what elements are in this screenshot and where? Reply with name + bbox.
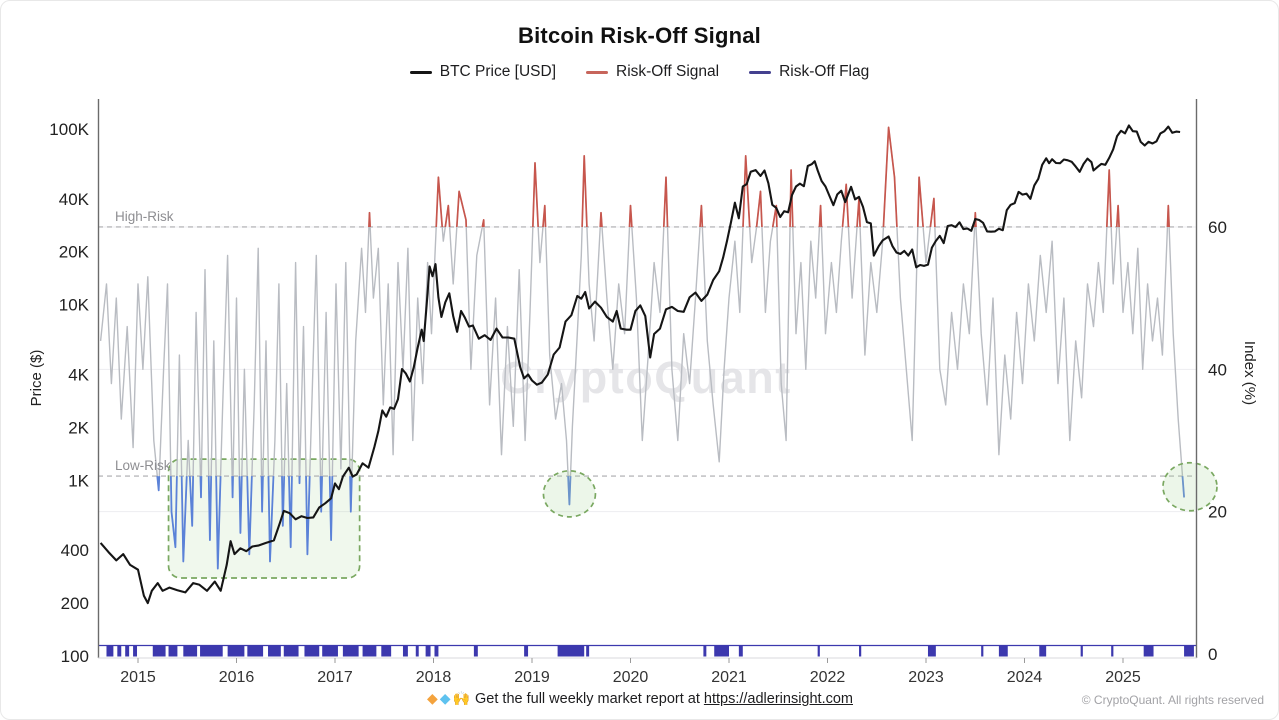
risk-off-flag-mark — [117, 646, 122, 657]
risk-off-flag-mark — [247, 646, 264, 657]
price-tick-label: 100 — [61, 647, 89, 666]
price-tick-label: 200 — [61, 594, 89, 613]
high-risk-label: High-Risk — [115, 209, 174, 224]
risk-off-flag-mark — [524, 646, 529, 657]
risk-off-flag-mark — [304, 646, 320, 657]
legend-swatch-risk-off-flag — [749, 70, 772, 74]
risk-off-flag-mark — [200, 646, 223, 657]
price-tick-label: 10K — [59, 296, 90, 315]
year-tick-label: 2018 — [416, 669, 452, 686]
risk-off-flag-mark — [227, 646, 245, 657]
legend-label: BTC Price [USD] — [439, 63, 556, 80]
risk-off-flag-mark — [133, 646, 138, 657]
legend-swatch-risk-off-signal — [586, 70, 608, 74]
index-tick-label: 0 — [1208, 645, 1217, 664]
year-tick-label: 2021 — [711, 669, 747, 686]
year-tick-label: 2020 — [613, 669, 649, 686]
risk-off-flag-mark — [183, 646, 198, 657]
price-tick-label: 40K — [59, 190, 90, 209]
risk-off-flag-mark — [557, 646, 585, 657]
price-tick-label: 4K — [68, 366, 89, 385]
risk-off-signal-high-segments — [368, 126, 1170, 227]
risk-off-flag-mark — [125, 646, 130, 657]
price-tick-label: 1K — [68, 471, 89, 490]
index-tick-label: 40 — [1208, 360, 1227, 379]
risk-off-flag-mark — [322, 646, 338, 657]
price-tick-label: 20K — [59, 243, 90, 262]
risk-off-flag-mark — [434, 646, 439, 657]
large-orange-diamond-emoji: ◆ — [426, 690, 438, 706]
risk-off-flag-mark — [1039, 646, 1047, 657]
report-link[interactable]: https://adlerinsight.com — [703, 691, 853, 707]
legend-label: Risk-Off Flag — [779, 63, 870, 80]
year-tick-label: 2025 — [1105, 669, 1141, 686]
risk-off-flag-mark — [381, 646, 392, 657]
price-tick-label: 2K — [68, 418, 89, 437]
legend-label: Risk-Off Signal — [616, 63, 720, 80]
risk-off-flag-mark — [817, 646, 820, 657]
footer-text: Get the full weekly market report at — [475, 691, 700, 707]
legend-item-risk-off-flag: Risk-Off Flag — [749, 63, 869, 81]
price-tick-label: 100K — [49, 120, 89, 139]
risk-off-flag-mark — [738, 646, 743, 657]
year-tick-label: 2023 — [908, 669, 944, 686]
legend: BTC Price [USD] Risk-Off Signal Risk-Off F… — [1, 63, 1278, 81]
year-tick-label: 2019 — [514, 669, 550, 686]
low-risk-label: Low-Risk — [115, 458, 171, 473]
low-risk-highlight-ellipse — [542, 470, 597, 518]
year-tick-label: 2016 — [219, 669, 255, 686]
btc-price-line — [99, 124, 1181, 605]
risk-off-flag-mark — [981, 646, 984, 657]
risk-off-flag-mark — [1111, 646, 1114, 657]
risk-off-flag-mark — [703, 646, 707, 657]
risk-off-flag-mark — [1143, 646, 1154, 657]
risk-off-flag-mark — [586, 646, 590, 657]
risk-off-flag-mark — [283, 646, 299, 657]
risk-off-flag-mark — [927, 646, 936, 657]
risk-off-flag-mark — [342, 646, 359, 657]
year-tick-label: 2017 — [317, 669, 353, 686]
risk-off-flag-mark — [152, 646, 166, 657]
legend-item-btc-price: BTC Price [USD] — [409, 63, 556, 81]
copyright-text: © CryptoQuant. All rights reserved — [1081, 693, 1264, 707]
legend-swatch-btc-price — [409, 70, 432, 74]
index-axis-title: Index (%) — [1241, 341, 1258, 405]
price-tick-label: 400 — [61, 541, 89, 560]
year-tick-label: 2022 — [810, 669, 846, 686]
risk-off-flag-mark — [714, 646, 729, 657]
page-title: Bitcoin Risk-Off Signal — [518, 23, 761, 48]
risk-off-flag-mark — [362, 646, 377, 657]
risk-off-flag-mark — [859, 646, 862, 657]
risk-off-flag-mark — [168, 646, 178, 657]
year-tick-label: 2015 — [120, 669, 156, 686]
index-tick-label: 60 — [1208, 218, 1227, 237]
price-axis-title: Price ($) — [28, 350, 45, 407]
risk-off-flag-mark — [1080, 646, 1083, 657]
risk-off-flag-mark — [402, 646, 408, 657]
risk-off-flag-mark — [473, 646, 478, 657]
risk-off-flag-mark — [268, 646, 281, 657]
gem-stone-emoji: ◆ — [439, 690, 451, 706]
risk-off-flag-mark — [106, 646, 114, 657]
risk-off-flag-mark — [415, 646, 419, 657]
risk-off-flag-mark — [425, 646, 431, 657]
low-risk-highlight-ellipse — [1162, 461, 1218, 512]
footer-note: ◆ ◆ 🙌 Get the full weekly market report at… — [1, 690, 1278, 707]
footer-emoji-icons: ◆ ◆ 🙌 — [426, 690, 471, 707]
raising-hands-emoji: 🙌 — [452, 690, 470, 706]
legend-item-risk-off-signal: Risk-Off Signal — [586, 63, 719, 81]
year-tick-label: 2024 — [1007, 669, 1043, 686]
risk-off-flag-mark — [1184, 646, 1194, 657]
index-tick-label: 20 — [1208, 503, 1227, 522]
risk-off-flag-mark — [998, 646, 1008, 657]
